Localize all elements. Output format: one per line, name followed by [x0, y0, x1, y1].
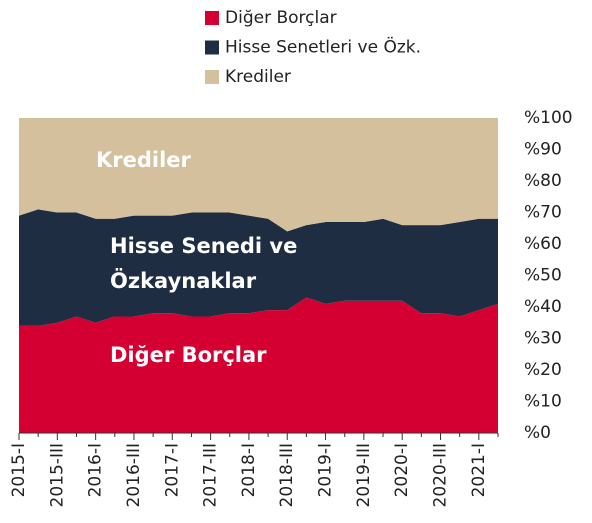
x-tick-label: 2021-I — [469, 443, 489, 497]
legend-swatch — [205, 11, 219, 25]
area — [19, 118, 498, 232]
x-tick-label: 2019-III — [354, 443, 374, 507]
x-tick-label: 2015-III — [47, 443, 67, 507]
area-label: Hisse Senedi ve — [110, 234, 297, 258]
x-tick-label: 2020-I — [392, 443, 412, 497]
legend-label: Krediler — [225, 67, 291, 87]
x-tick-label: 2016-I — [86, 443, 106, 497]
y-tick-label: %90 — [524, 140, 562, 160]
x-tick-label: 2015-I — [9, 443, 29, 497]
legend-label: Diğer Borçlar — [225, 8, 337, 28]
area — [19, 297, 498, 433]
y-tick-label: %100 — [524, 108, 573, 128]
x-tick-label: 2020-III — [431, 443, 451, 507]
area-label: Krediler — [96, 148, 192, 172]
x-tick-label: 2018-I — [239, 443, 259, 497]
y-tick-label: %80 — [524, 171, 562, 191]
legend-label: Hisse Senetleri ve Özk. — [225, 36, 421, 58]
legend-swatch — [205, 40, 219, 55]
y-tick-label: %10 — [524, 392, 562, 412]
area-label: Özkaynaklar — [110, 268, 257, 293]
y-tick-label: %50 — [524, 266, 562, 286]
x-tick-label: 2018-III — [277, 443, 297, 507]
x-tick-label: 2017-I — [162, 443, 182, 497]
y-tick-label: %0 — [524, 423, 551, 443]
area-label: Diğer Borçlar — [110, 343, 267, 367]
y-tick-label: %70 — [524, 203, 562, 223]
y-tick-label: %40 — [524, 297, 562, 317]
legend-swatch — [205, 70, 219, 84]
area — [19, 209, 498, 326]
x-tick-label: 2019-I — [316, 443, 336, 497]
y-tick-label: %30 — [524, 329, 562, 349]
x-tick-label: 2017-III — [201, 443, 221, 507]
y-tick-label: %60 — [524, 234, 562, 254]
x-tick-label: 2016-III — [124, 443, 144, 507]
y-tick-label: %20 — [524, 360, 562, 380]
